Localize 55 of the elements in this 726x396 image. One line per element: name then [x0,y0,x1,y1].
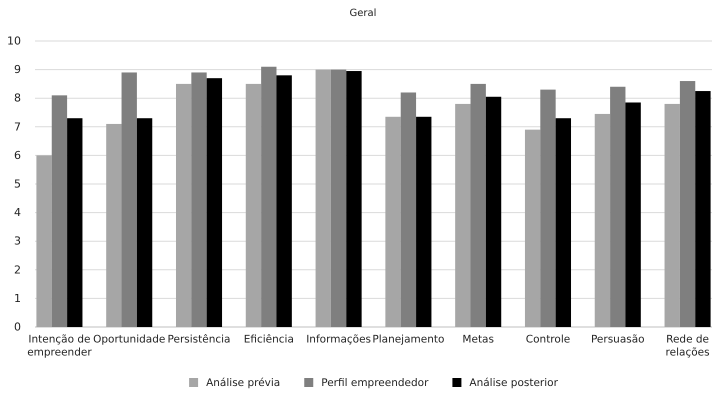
bar [680,81,696,327]
x-tick-label: Rede de relações [666,333,710,359]
legend-label: Perfil empreendedor [321,377,430,389]
bar [416,116,432,327]
y-tick-label: 3 [14,234,21,248]
bar [36,155,52,327]
x-tick-label: Persistência [168,333,230,346]
y-tick-label: 6 [14,148,21,162]
bar [610,86,626,327]
bar [122,72,137,327]
bar [625,102,641,327]
legend-label: Análise posterior [469,377,559,389]
legend-label: Análise prévia [206,377,280,389]
y-tick-label: 5 [14,178,21,191]
y-tick-label: 8 [14,92,21,105]
bar [191,72,207,327]
bar [695,91,711,327]
bar [486,96,502,327]
bar [316,70,331,327]
y-tick-label: 7 [14,120,21,134]
x-tick-label: Persuasão [590,333,645,346]
bar [330,70,346,327]
chart-title: Geral [350,8,376,19]
y-tick-label: 1 [14,292,21,305]
bar [346,71,362,327]
y-tick-label: 2 [14,263,21,276]
bar [385,116,401,327]
bar [556,118,572,327]
bar [136,118,152,327]
y-tick-label: 4 [14,206,21,220]
y-tick-label: 10 [7,34,21,48]
bar [67,118,82,327]
x-tick-label: Eficiência [244,333,294,346]
x-tick-label: Planejamento [372,333,444,346]
bar [261,66,276,327]
bar [540,90,556,327]
bar [470,84,486,327]
bar [400,92,416,327]
bar [52,95,68,327]
bar [664,104,680,327]
x-tick-label: Oportunidade [93,333,166,346]
y-tick-label: 9 [14,63,21,76]
x-tick-label: Informações [306,333,371,346]
x-tick-label: Metas [462,333,494,346]
bar [176,84,192,327]
bar [106,124,122,327]
y-tick-label: 0 [14,320,21,334]
bar [206,78,222,327]
x-tick-label: Controle [526,333,570,346]
x-tick-label: Intenção de empreender [27,333,92,359]
bar [455,104,471,327]
bar [276,75,292,327]
bar [246,84,262,327]
bar [594,114,610,327]
bar [524,130,540,327]
